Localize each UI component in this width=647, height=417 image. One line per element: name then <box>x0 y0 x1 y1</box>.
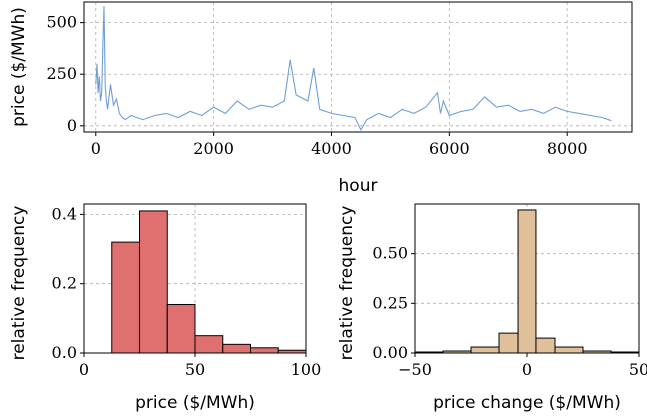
x-tick-label: 100 <box>291 360 322 379</box>
price-change-histogram-bar <box>517 209 537 354</box>
x-tick-label: 4000 <box>311 139 352 158</box>
price-change-histogram-bar <box>470 346 500 354</box>
price-histogram-panel: 0 50 100 0.0 0.2 0.4 price ($/MWh) relative f… <box>9 203 322 413</box>
y-tick-label: 0.0 <box>52 343 77 362</box>
price-change-histogram-ticks: −50 0 50 0.00 0.25 0.50 <box>372 244 647 379</box>
timeseries-ylabel: price ($/MWh) <box>9 7 29 127</box>
price-histogram-bar <box>166 303 196 354</box>
timeseries-frame <box>83 1 633 133</box>
x-tick-label: 6000 <box>429 139 470 158</box>
x-tick-label: 8000 <box>547 139 588 158</box>
x-tick-label: 0 <box>91 139 101 158</box>
price-timeseries-panel: 0 2000 4000 6000 8000 0 250 500 hour price ($/M… <box>9 1 633 196</box>
y-tick-label: 0.4 <box>52 204 77 223</box>
y-tick-label: 0.50 <box>372 244 408 263</box>
price-histogram-bar <box>111 241 140 354</box>
price-change-histogram-panel: −50 0 500.000.250.50 price change ($/MWh) … <box>337 203 647 413</box>
price-change-histogram-ylabel: relative frequency <box>337 206 357 361</box>
y-tick-label: 500 <box>46 13 77 32</box>
price-histogram-bar <box>194 335 224 354</box>
price-histogram-bars <box>111 210 307 354</box>
x-tick-label: 0 <box>79 360 89 379</box>
price-change-histogram-bar <box>554 346 584 354</box>
price-histogram-ylabel: relative frequency <box>9 206 29 361</box>
timeseries-xlabel: hour <box>339 176 378 196</box>
y-tick-label: 0.25 <box>372 293 408 312</box>
price-histogram-bar <box>222 343 251 354</box>
price-histogram-bar <box>139 210 168 354</box>
price-change-histogram-bar <box>498 332 519 354</box>
x-tick-label: 2000 <box>193 139 234 158</box>
timeseries-ticks: 0 2000 4000 6000 8000 0 250 500 <box>46 13 587 158</box>
timeseries-grid <box>84 2 632 132</box>
y-tick-label: 0 <box>67 116 77 135</box>
price-histogram-bar <box>250 347 279 354</box>
price-series-line <box>95 6 612 132</box>
price-change-histogram-bar <box>535 337 556 354</box>
y-tick-label: 250 <box>46 64 77 83</box>
price-change-histogram-xlabel: price change ($/MWh) <box>433 393 621 413</box>
price-change-histogram-bars <box>414 209 640 354</box>
x-tick-label: 0 <box>522 360 532 379</box>
price-histogram-xlabel: price ($/MWh) <box>135 393 255 413</box>
x-tick-label: −50 <box>398 360 432 379</box>
x-tick-label: 50 <box>629 360 647 379</box>
price-histogram-ticks: 0 50 100 0.0 0.2 0.4 <box>52 204 322 379</box>
y-tick-label: 0.2 <box>52 274 77 293</box>
y-tick-label: 0.00 <box>372 343 408 362</box>
x-tick-label: 50 <box>185 360 205 379</box>
